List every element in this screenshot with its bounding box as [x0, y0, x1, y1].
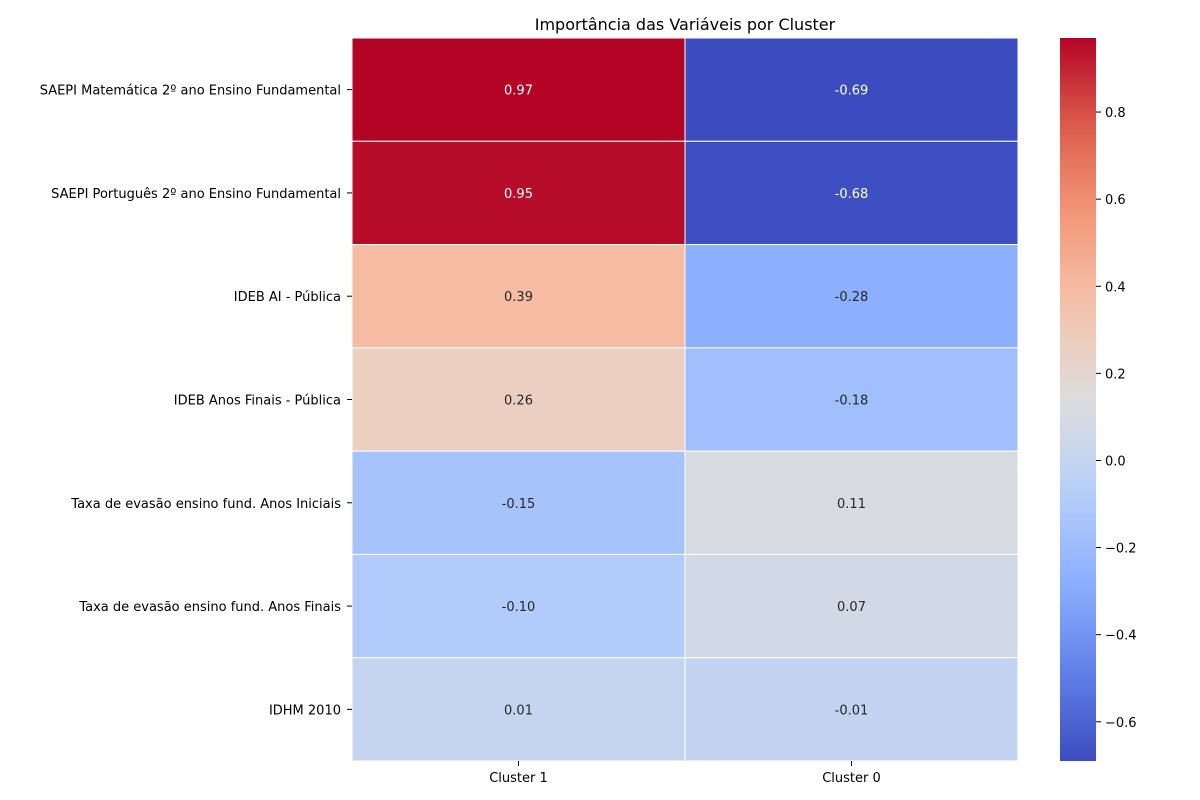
cell-value-label: 0.95: [504, 187, 533, 202]
cell-value-label: 0.07: [837, 600, 866, 615]
heatmap-cell: [684, 553, 1019, 659]
cell-value-label: 0.39: [504, 290, 533, 305]
heatmap-cell: [351, 140, 686, 246]
cell-value-label: -0.01: [835, 703, 869, 718]
heatmap-cell: [351, 244, 686, 349]
heatmap-cell: [684, 37, 1019, 142]
cell-value-label: -0.10: [502, 600, 536, 615]
cell-value-label: -0.68: [835, 187, 869, 202]
heatmap-cell: [684, 450, 1019, 555]
heatmap-cell: [351, 37, 686, 142]
colorbar-tick-label: 0.6: [1105, 193, 1126, 208]
colorbar: [1060, 38, 1096, 761]
colorbar-tick-label: −0.2: [1105, 542, 1137, 557]
row-label: Taxa de evasão ensino fund. Anos Iniciai…: [70, 497, 341, 512]
cell-value-label: -0.18: [835, 394, 869, 409]
column-label: Cluster 0: [822, 771, 881, 786]
colorbar-tick-label: 0.8: [1105, 106, 1126, 121]
row-label: IDEB AI - Pública: [234, 290, 341, 305]
colorbar-tick-label: 0.2: [1105, 367, 1126, 382]
colorbar-tick-label: −0.6: [1105, 716, 1137, 731]
chart-title: Importância das Variáveis por Cluster: [535, 15, 836, 34]
row-label: SAEPI Português 2º ano Ensino Fundamenta…: [51, 187, 341, 202]
colorbar-tick-label: 0.0: [1105, 454, 1126, 469]
heatmap-cell: [684, 244, 1019, 349]
cell-value-label: 0.26: [504, 394, 533, 409]
heatmap-cell: [684, 347, 1019, 452]
colorbar-tick-label: −0.4: [1105, 629, 1137, 644]
row-label: Taxa de evasão ensino fund. Anos Finais: [78, 600, 341, 615]
row-label: SAEPI Matemática 2º ano Ensino Fundament…: [40, 84, 341, 99]
cell-value-label: -0.28: [835, 290, 869, 305]
heatmap-cell: [684, 140, 1019, 246]
cell-value-label: -0.15: [502, 497, 536, 512]
cell-value-label: -0.69: [835, 84, 869, 99]
colorbar-tick-label: 0.4: [1105, 280, 1126, 295]
cell-value-label: 0.11: [837, 497, 866, 512]
cell-value-label: 0.01: [504, 703, 533, 718]
heatmap-cell: [351, 657, 686, 762]
heatmap-cell: [351, 347, 686, 452]
column-label: Cluster 1: [489, 771, 548, 786]
cell-value-label: 0.97: [504, 84, 533, 99]
heatmap-cell: [684, 657, 1019, 762]
row-label: IDHM 2010: [269, 703, 341, 718]
row-label: IDEB Anos Finais - Pública: [174, 394, 341, 409]
